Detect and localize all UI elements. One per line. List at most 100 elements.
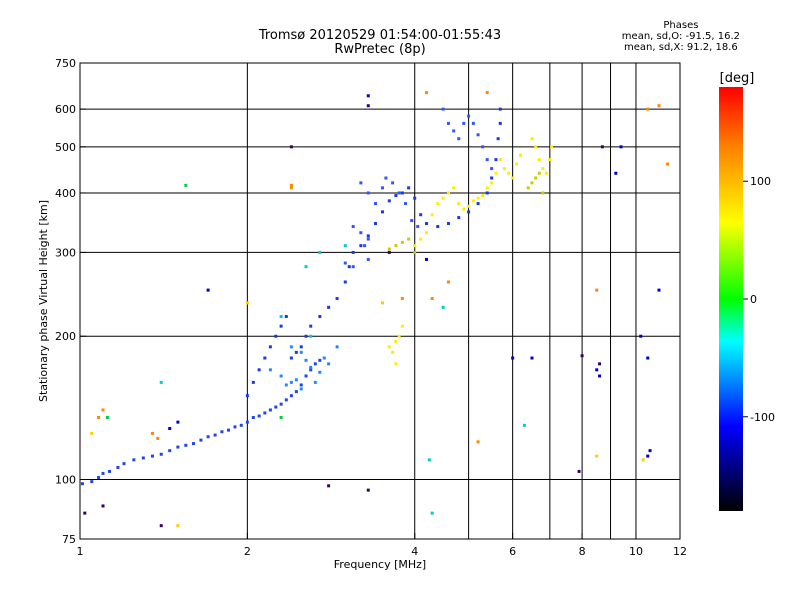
data-point [289,356,293,360]
x-tick-label: 6 [509,545,516,558]
data-point [251,415,255,419]
data-point [407,237,411,241]
data-point [646,454,650,458]
data-point [150,454,154,458]
data-point [534,176,538,180]
data-point [220,430,224,434]
grid-lines [80,63,680,539]
data-point [515,162,519,166]
data-point [467,210,471,214]
data-point [397,191,401,195]
data-point [318,250,322,254]
data-point [580,354,584,358]
data-point [457,216,461,220]
data-point [313,380,317,384]
data-point [522,423,526,427]
data-point [233,425,237,429]
data-point [294,390,298,394]
data-point [359,181,363,185]
data-point [159,452,163,456]
data-point [159,524,163,528]
data-point [446,191,450,195]
x-tick-label: 1 [77,545,84,558]
data-point [239,423,243,427]
data-point [141,456,145,460]
data-point [284,398,288,402]
data-point [404,202,408,206]
data-point [400,240,404,244]
data-point [318,370,322,374]
data-point [507,171,511,175]
data-point [184,443,188,447]
data-point [206,435,210,439]
data-point [541,191,545,195]
data-point [284,315,288,319]
data-point [327,362,331,366]
data-point [485,191,489,195]
data-point [619,145,623,149]
data-point [366,237,370,241]
colorbar-label: [deg] [720,71,755,86]
data-point [327,484,331,488]
data-point [394,244,398,248]
data-point [416,225,420,229]
data-point [366,488,370,492]
data-point [387,199,391,203]
data-point [413,250,417,254]
data-point [595,288,599,292]
data-point [490,167,494,171]
data-point [425,231,429,235]
data-point [441,196,445,200]
colorbar-tick-label: 100 [750,175,771,188]
data-point [485,158,489,162]
data-point [251,380,255,384]
data-point [263,411,267,415]
data-point [309,365,313,369]
data-point [274,334,278,338]
data-point [598,374,602,378]
data-point [184,183,188,187]
data-point [467,114,471,118]
data-point [498,121,502,125]
data-point [327,305,331,309]
data-point [394,339,398,343]
y-tick-label: 75 [62,533,76,546]
data-point [279,315,283,319]
data-point [387,345,391,349]
data-point [274,405,278,409]
data-point [366,104,370,108]
data-point [351,265,355,269]
data-point [359,244,363,248]
data-point [101,471,105,475]
data-point [425,222,429,226]
chart-title: Tromsø 20120529 01:54:00-01:55:43 [258,28,502,43]
data-point [156,436,160,440]
data-point [90,480,94,484]
data-point [657,288,661,292]
data-point [213,433,217,437]
y-tick-label: 100 [55,474,76,487]
data-point [309,324,313,328]
data-point [452,186,456,190]
data-point [481,145,485,149]
data-point [394,194,398,198]
data-point [304,334,308,338]
data-point [511,176,515,180]
data-point [476,133,480,137]
data-points [80,91,670,528]
data-point [299,345,303,349]
data-point [322,356,326,360]
y-tick-label: 500 [55,141,76,154]
data-point [419,237,423,241]
data-point [530,137,534,141]
x-tick-label: 2 [244,545,251,558]
data-point [413,244,417,248]
data-point [101,408,105,412]
data-point [284,383,288,387]
data-point [289,183,293,187]
data-point [457,137,461,141]
data-point [485,91,489,95]
data-point [335,345,339,349]
data-point [191,442,195,446]
